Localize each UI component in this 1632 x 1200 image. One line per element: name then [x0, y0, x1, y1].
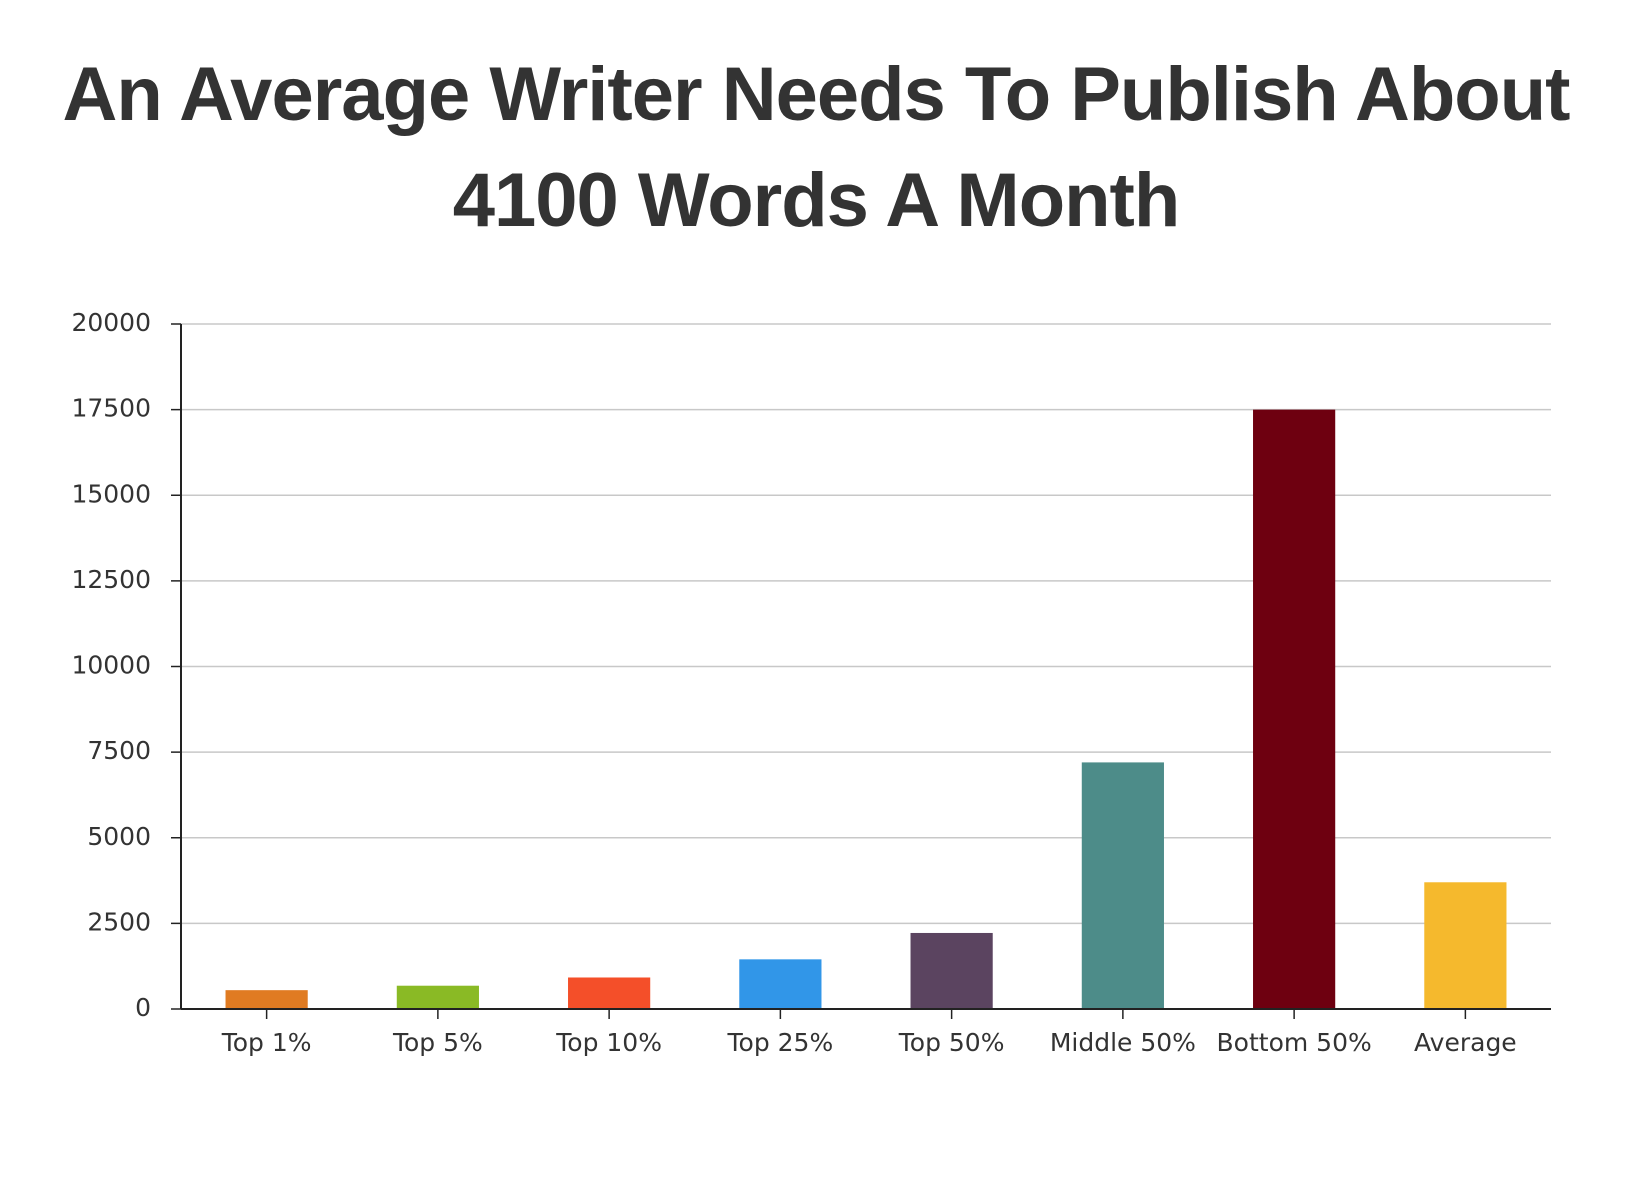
x-tick-label: Top 5%: [392, 1028, 483, 1057]
x-tick-label: Middle 50%: [1050, 1028, 1196, 1057]
bar: [1424, 882, 1507, 1009]
x-tick-label: Bottom 50%: [1217, 1028, 1372, 1057]
y-tick-label: 7500: [87, 736, 151, 765]
x-tick-label: Top 1%: [221, 1028, 312, 1057]
bar: [396, 985, 479, 1009]
bar: [225, 990, 308, 1009]
chart-title: An Average Writer Needs To Publish About…: [62, 52, 1571, 243]
x-tick-label: Top 25%: [727, 1028, 834, 1057]
y-tick-label: 20000: [71, 308, 151, 337]
x-tick-label: Top 50%: [898, 1028, 1005, 1057]
bar: [1253, 409, 1336, 1009]
bar: [568, 977, 651, 1009]
y-tick-label: 0: [135, 993, 151, 1022]
bar: [739, 959, 822, 1009]
y-tick-label: 5000: [87, 822, 151, 851]
bar: [910, 932, 993, 1009]
y-tick-label: 12500: [71, 565, 151, 594]
x-tick-label: Average: [1414, 1028, 1517, 1057]
y-tick-label: 2500: [87, 907, 151, 936]
bar: [1081, 762, 1164, 1009]
y-tick-label: 17500: [71, 394, 151, 423]
y-tick-label: 15000: [71, 479, 151, 508]
y-tick-label: 10000: [71, 651, 151, 680]
x-tick-label: Top 10%: [555, 1028, 662, 1057]
